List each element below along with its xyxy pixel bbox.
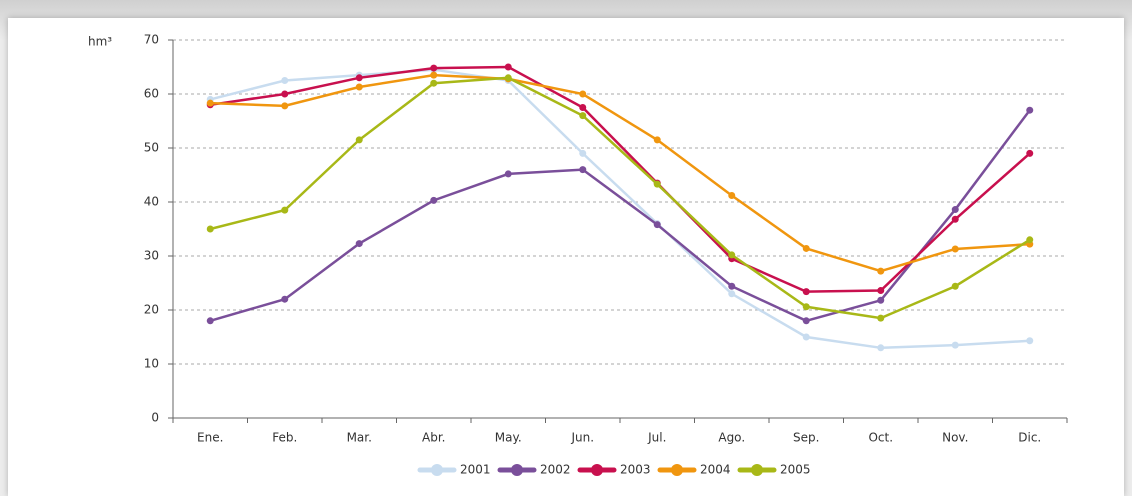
x-tick-label: Dic. [1018, 431, 1041, 445]
data-point [355, 74, 363, 82]
x-tick-label: Oct. [868, 431, 893, 445]
series-line [209, 109, 1031, 323]
x-tick-label: Nov. [942, 431, 968, 445]
data-point [579, 104, 587, 111]
y-tick-label: 0 [151, 411, 159, 425]
data-point [728, 282, 736, 290]
legend-label: 2003 [620, 463, 651, 477]
data-point [951, 282, 959, 290]
x-tick-label: Abr. [422, 431, 445, 445]
data-point [504, 63, 512, 71]
data-point [355, 136, 363, 144]
legend-label: 2005 [780, 463, 811, 477]
series-line [210, 65, 1031, 293]
x-tick-label: Feb. [272, 431, 297, 445]
y-tick-label: 20 [144, 303, 159, 317]
data-point [802, 244, 810, 252]
y-tick-label: 10 [144, 357, 159, 371]
data-point [1026, 149, 1034, 157]
x-tick-label: Ago. [718, 431, 745, 445]
data-point [504, 170, 512, 178]
data-point [877, 344, 885, 352]
data-point [206, 225, 214, 233]
data-point [579, 112, 587, 120]
x-tick-label: Sep. [793, 431, 819, 445]
series-line [210, 73, 1030, 273]
data-point [877, 287, 885, 295]
data-point [802, 288, 810, 296]
data-point [430, 64, 438, 72]
data-point [1026, 236, 1034, 244]
data-point [728, 251, 736, 259]
data-point [281, 206, 289, 214]
y-tick-label: 70 [144, 33, 159, 47]
data-point [951, 341, 959, 349]
data-point [281, 77, 289, 84]
data-point [430, 196, 438, 204]
data-point [206, 99, 214, 107]
data-point [579, 149, 587, 157]
data-point [951, 245, 959, 253]
data-point [1026, 106, 1034, 114]
data-point [728, 192, 736, 200]
legend-label: 2001 [460, 463, 491, 477]
x-tick-label: Mar. [347, 431, 372, 445]
data-point [579, 90, 587, 98]
data-point [206, 317, 214, 325]
legend-marker [431, 464, 443, 476]
series-line [209, 68, 1030, 350]
data-point [504, 74, 512, 82]
data-point [802, 303, 810, 311]
data-point [877, 296, 885, 304]
data-point [430, 71, 438, 79]
y-axis-label: hm³ [88, 35, 112, 49]
data-point [802, 317, 810, 325]
legend-marker [511, 464, 523, 476]
y-tick-label: 30 [144, 249, 159, 263]
legend-marker [591, 464, 603, 476]
data-point [951, 215, 959, 223]
x-tick-label: Jul. [647, 431, 666, 445]
y-tick-label: 40 [144, 195, 159, 209]
legend-label: 2002 [540, 463, 571, 477]
data-point [877, 267, 885, 275]
legend-label: 2004 [700, 463, 731, 477]
data-point [281, 90, 289, 98]
legend-marker [751, 464, 763, 476]
legend-marker [671, 464, 683, 476]
data-point [653, 221, 661, 229]
y-tick-label: 50 [144, 141, 159, 155]
x-tick-label: Jun. [570, 431, 594, 445]
data-point [728, 290, 736, 298]
data-point [579, 166, 587, 174]
series-line [209, 76, 1031, 320]
data-point [653, 180, 661, 188]
data-point [653, 136, 661, 144]
data-point [951, 206, 959, 214]
data-point [355, 240, 363, 248]
data-point [430, 79, 438, 87]
data-point [281, 102, 289, 110]
data-point [877, 314, 885, 322]
x-tick-label: May. [495, 431, 522, 445]
data-point [802, 333, 810, 341]
y-tick-label: 60 [144, 87, 159, 101]
x-tick-label: Ene. [197, 431, 223, 445]
data-point [1026, 337, 1034, 345]
data-point [355, 83, 363, 91]
data-point [281, 295, 289, 303]
